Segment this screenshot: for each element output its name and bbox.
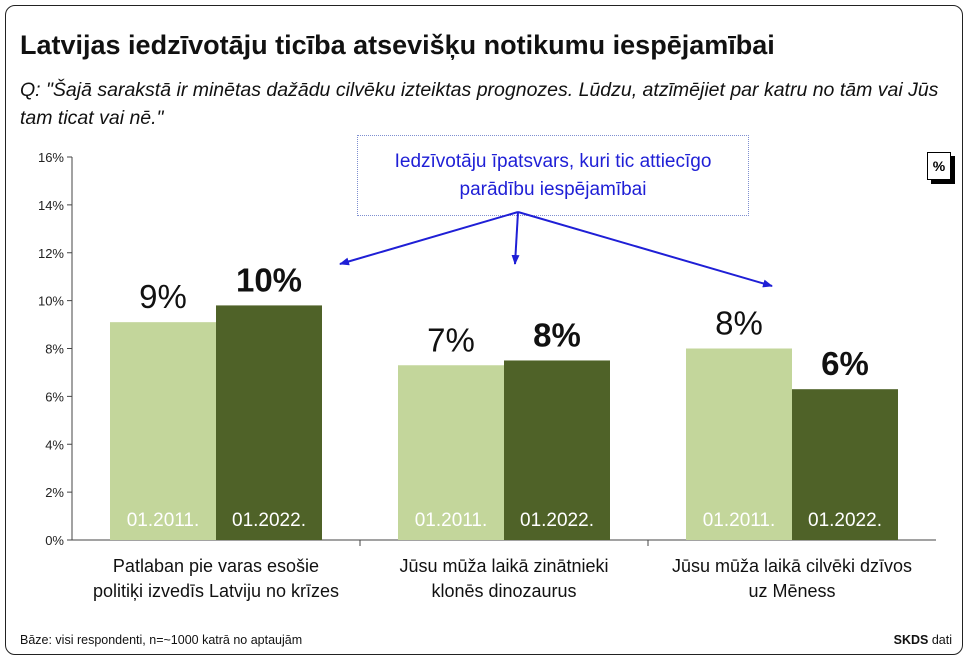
footer-source-suffix: dati <box>931 633 952 647</box>
category-label: uz Mēness <box>748 581 835 601</box>
y-tick-label: 10% <box>38 294 64 309</box>
bar-value-label: 8% <box>533 316 581 353</box>
y-tick-label: 16% <box>38 150 64 165</box>
footer-source-brand: SKDS <box>893 633 929 647</box>
callout-arrow <box>511 211 520 265</box>
chart-frame: Latvijas iedzīvotāju ticība atsevišķu no… <box>5 5 963 655</box>
footer-source: SKDS dati <box>894 633 952 647</box>
callout-arrows <box>339 211 773 288</box>
category-label: klonēs dinozaurus <box>431 581 576 601</box>
y-tick-label: 6% <box>45 389 64 404</box>
bar-period-label: 01.2011. <box>127 510 200 531</box>
bar-period-label: 01.2011. <box>415 510 488 531</box>
callout-arrow <box>517 211 773 288</box>
chart-title: Latvijas iedzīvotāju ticība atsevišķu no… <box>20 30 775 60</box>
y-tick-label: 0% <box>45 533 64 548</box>
bars <box>110 305 898 540</box>
bar <box>398 365 504 540</box>
y-tick-label: 14% <box>38 198 64 213</box>
bar <box>686 348 792 540</box>
bar-value-label: 6% <box>821 345 869 382</box>
bar <box>216 305 322 540</box>
callout-box: Iedzīvotāju īpatsvars, kuri tic attiecīg… <box>357 135 749 216</box>
chart-subtitle: Q: "Šajā sarakstā ir minētas dažādu cilv… <box>20 79 939 129</box>
bar-value-label: 10% <box>236 261 302 298</box>
category-label: Jūsu mūža laikā cilvēki dzīvos <box>672 556 912 576</box>
callout-arrow <box>339 211 519 266</box>
bar-value-label: 9% <box>139 278 187 315</box>
bar-value-label: 7% <box>427 321 475 358</box>
bar <box>504 360 610 540</box>
footer-base-note: Bāze: visi respondenti, n=~1000 katrā no… <box>20 633 303 647</box>
y-tick-label: 4% <box>45 437 64 452</box>
bar-period-label: 01.2011. <box>703 510 776 531</box>
percent-unit-badge: % <box>927 152 951 180</box>
bar-period-label: 01.2022. <box>232 510 306 531</box>
bar-period-label: 01.2022. <box>520 510 594 531</box>
y-tick-label: 12% <box>38 246 64 261</box>
y-tick-label: 8% <box>45 342 64 357</box>
y-tick-label: 2% <box>45 485 64 500</box>
bar <box>110 322 216 540</box>
bar-value-label: 8% <box>715 305 763 342</box>
bar-period-label: 01.2022. <box>808 510 882 531</box>
category-label: Jūsu mūža laikā zinātnieki <box>399 556 608 576</box>
bar <box>792 389 898 540</box>
labels: 01.2011. 9% 01.2022. 10% Patlaban pie varas … <box>93 261 912 601</box>
category-label: politiķi izvedīs Latviju no krīzes <box>93 581 339 601</box>
category-label: Patlaban pie varas esošie <box>113 556 319 576</box>
